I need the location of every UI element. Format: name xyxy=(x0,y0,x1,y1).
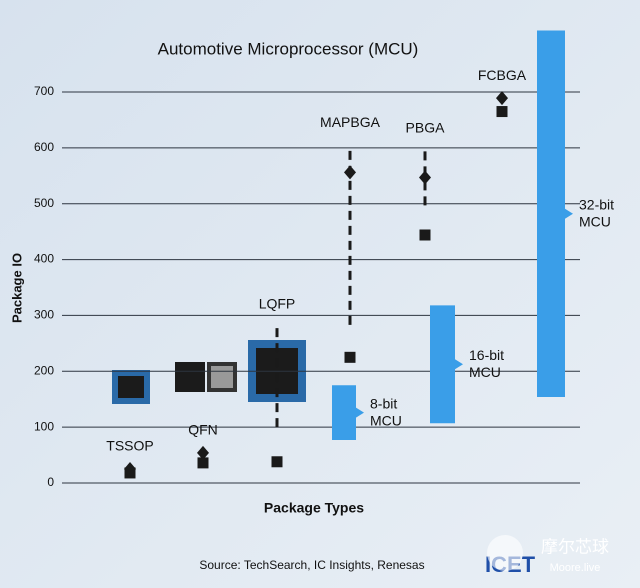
y-tick-label: 500 xyxy=(34,196,54,210)
x-axis-label: Package Types xyxy=(264,500,364,516)
bracket-label: 16-bit xyxy=(469,347,504,363)
bracket-label: 8-bit xyxy=(370,395,397,411)
square-marker xyxy=(271,456,283,468)
bracket-label: MCU xyxy=(579,213,611,229)
diamond-marker xyxy=(496,91,508,106)
y-axis-label: Package IO xyxy=(9,253,24,323)
diamond-marker xyxy=(197,445,209,460)
logo: ICET 摩尔芯球 Moore.live xyxy=(485,535,609,577)
y-tick-label: 700 xyxy=(34,84,54,98)
bracket-label: 32-bit xyxy=(579,196,614,212)
category-label: MAPBGA xyxy=(320,114,381,130)
y-tick-label: 300 xyxy=(34,308,54,322)
square-marker xyxy=(419,229,431,241)
bracket-label: MCU xyxy=(469,364,501,380)
square-marker xyxy=(496,106,508,118)
category-label: PBGA xyxy=(406,119,446,135)
chart-title: Automotive Microprocessor (MCU) xyxy=(158,39,419,58)
y-tick-label: 600 xyxy=(34,140,54,154)
y-tick-label: 100 xyxy=(34,419,54,433)
square-marker xyxy=(124,467,136,479)
y-tick-label: 400 xyxy=(34,252,54,266)
y-tick-label: 0 xyxy=(47,475,54,489)
mcu-bracket xyxy=(332,385,364,440)
mcu-bracket xyxy=(537,30,573,397)
category-label: QFN xyxy=(188,422,218,438)
y-tick-label: 200 xyxy=(34,363,54,377)
square-marker xyxy=(344,351,356,363)
bracket-label: MCU xyxy=(370,412,402,428)
source: Source: TechSearch, IC Insights, Renesas xyxy=(199,558,424,572)
category-label: TSSOP xyxy=(106,438,153,454)
diamond-marker xyxy=(419,170,431,185)
diamond-marker xyxy=(344,165,356,180)
category-label: LQFP xyxy=(259,295,296,311)
square-marker xyxy=(197,457,209,469)
watermark-sub: Moore.live xyxy=(550,562,601,574)
watermark: 摩尔芯球 xyxy=(541,537,609,556)
mcu-bracket xyxy=(430,305,463,424)
category-label: FCBGA xyxy=(478,67,527,83)
